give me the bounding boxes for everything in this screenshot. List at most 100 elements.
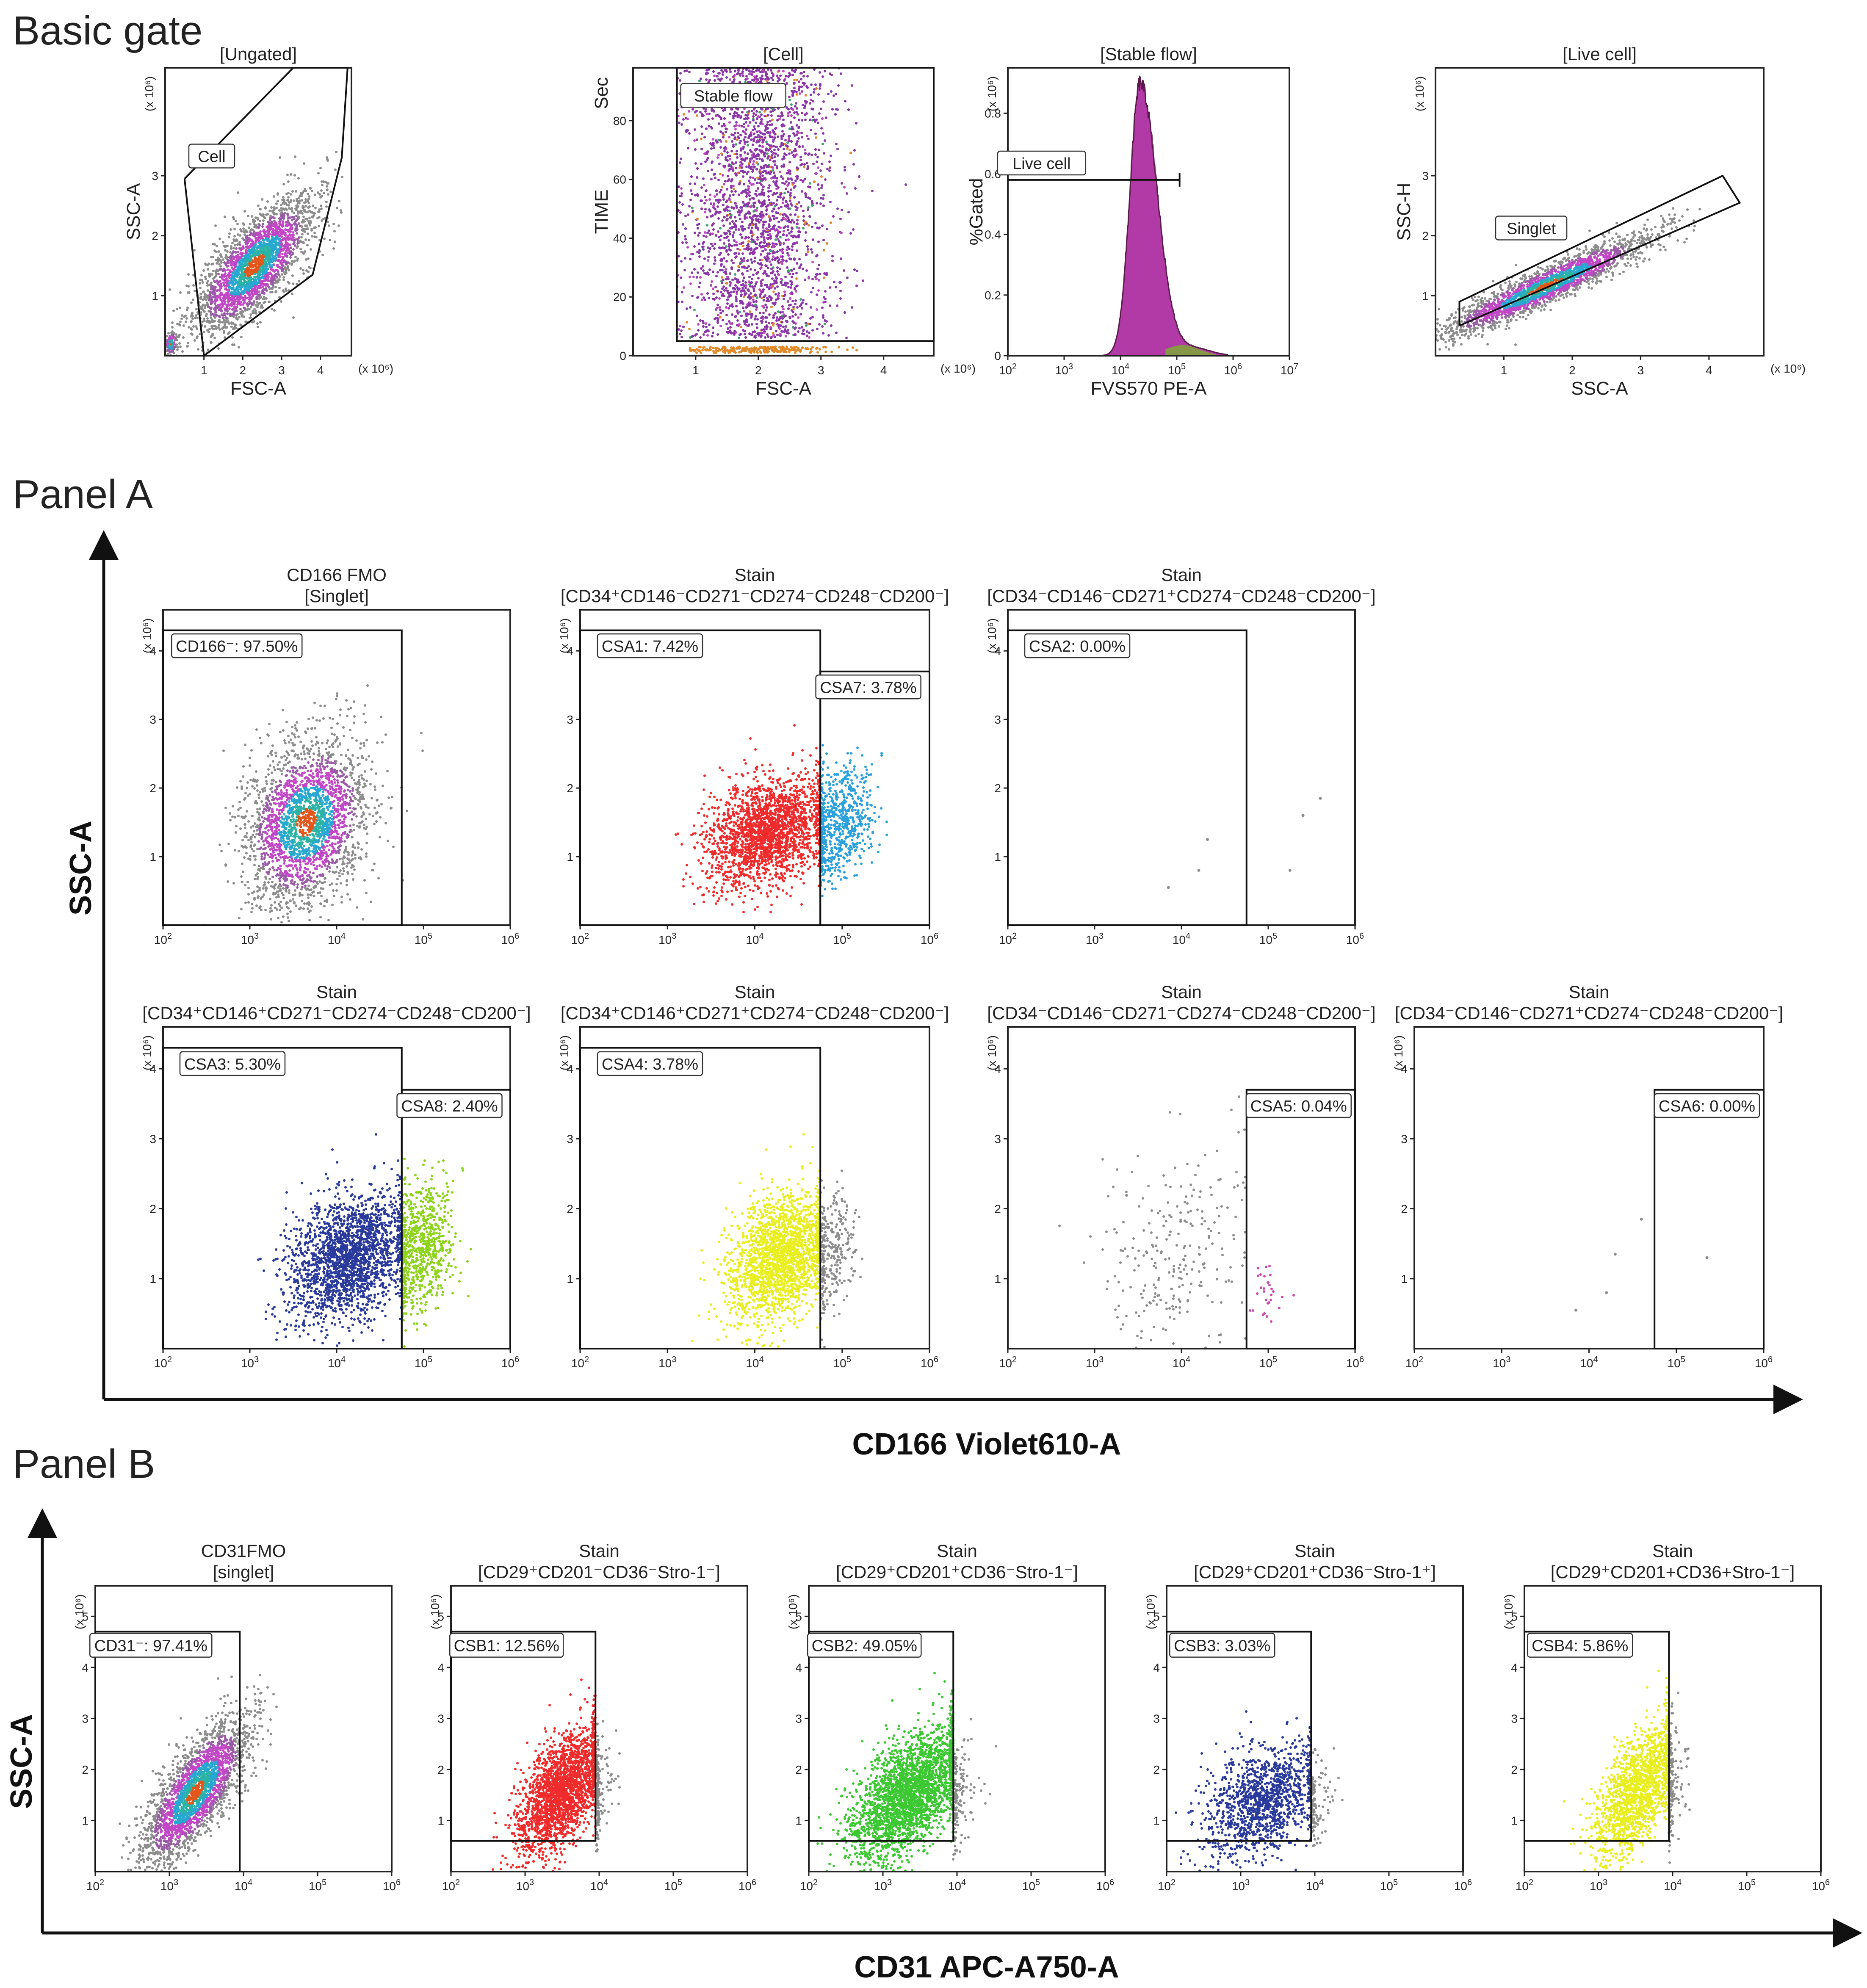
event-dot <box>228 322 230 325</box>
event-dot <box>241 276 243 279</box>
event-dot <box>710 284 712 287</box>
event-dot <box>798 80 800 83</box>
event-dot <box>750 166 753 168</box>
event-dot <box>773 215 775 218</box>
event-dot <box>807 248 809 251</box>
event-dot <box>281 253 284 255</box>
event-dot <box>204 263 207 265</box>
event-dot <box>190 328 192 330</box>
event-dot <box>260 304 263 307</box>
event-dot <box>281 267 284 270</box>
event-dot <box>727 239 730 242</box>
event-dot <box>277 273 280 276</box>
event-dot <box>802 104 804 106</box>
event-dot <box>788 138 790 140</box>
event-dot <box>794 288 796 290</box>
event-dot <box>171 334 174 336</box>
event-dot <box>819 273 821 275</box>
event-dot <box>717 179 720 181</box>
event-dot <box>181 350 184 353</box>
event-dot <box>287 219 289 222</box>
event-dot <box>811 329 814 332</box>
event-dot <box>178 323 180 326</box>
event-dot <box>719 309 722 311</box>
event-dot <box>268 301 270 303</box>
event-dot <box>293 212 295 214</box>
event-dot <box>230 245 232 248</box>
event-dot <box>700 186 703 189</box>
event-dot <box>256 232 259 234</box>
event-dot <box>769 124 771 126</box>
event-dot <box>734 190 737 193</box>
event-dot <box>712 205 715 207</box>
event-dot <box>187 273 190 276</box>
event-dot <box>257 326 259 328</box>
event-dot <box>298 236 300 239</box>
event-dot <box>805 269 808 272</box>
event-dot <box>769 159 772 161</box>
event-dot <box>705 113 708 115</box>
event-dot <box>762 185 764 188</box>
event-dot <box>211 291 214 293</box>
event-dot <box>307 227 309 230</box>
gate-label: Cell <box>198 148 225 166</box>
event-dot <box>756 182 758 184</box>
event-dot <box>798 258 801 260</box>
event-dot <box>770 114 773 117</box>
event-dot <box>708 198 711 201</box>
event-dot <box>752 138 755 140</box>
event-dot <box>819 87 821 90</box>
event-dot <box>273 217 276 219</box>
event-dot <box>292 236 295 239</box>
event-dot <box>236 243 239 246</box>
event-dot <box>266 277 269 280</box>
event-dot <box>266 289 268 292</box>
event-dot <box>774 136 776 139</box>
event-dot <box>777 207 780 210</box>
event-dot <box>261 282 263 284</box>
event-dot <box>306 211 309 213</box>
event-dot <box>801 136 803 138</box>
event-dot <box>321 219 323 222</box>
event-dot <box>337 224 340 227</box>
event-dot <box>717 154 720 156</box>
event-dot <box>237 191 239 194</box>
event-dot <box>318 225 320 227</box>
event-dot <box>326 189 328 191</box>
event-dot <box>280 231 282 234</box>
event-dot <box>743 248 746 250</box>
event-dot <box>801 90 803 93</box>
event-dot <box>835 143 838 145</box>
event-dot <box>199 287 202 289</box>
event-dot <box>304 198 307 201</box>
event-dot <box>804 239 807 242</box>
event-dot <box>262 219 265 222</box>
event-dot <box>248 302 251 305</box>
event-dot <box>719 191 721 194</box>
event-dot <box>706 216 708 218</box>
event-dot <box>200 311 202 314</box>
event-dot <box>804 105 806 107</box>
event-dot <box>733 231 735 234</box>
event-dot <box>306 218 308 221</box>
event-dot <box>307 193 309 195</box>
event-dot <box>304 188 306 191</box>
event-dot <box>253 280 256 282</box>
event-dot <box>248 246 251 249</box>
event-dot <box>746 270 749 272</box>
event-dot <box>285 250 288 252</box>
event-dot <box>740 147 742 150</box>
event-dot <box>736 290 738 293</box>
event-dot <box>256 247 258 250</box>
event-dot <box>217 258 219 261</box>
event-dot <box>253 249 256 251</box>
event-dot <box>763 328 765 331</box>
event-dot <box>232 247 235 249</box>
event-dot <box>267 233 269 236</box>
event-dot <box>745 166 748 168</box>
event-dot <box>181 314 183 317</box>
event-dot <box>717 314 719 316</box>
event-dot <box>340 211 343 214</box>
event-dot <box>224 316 227 319</box>
event-dot <box>217 283 220 286</box>
